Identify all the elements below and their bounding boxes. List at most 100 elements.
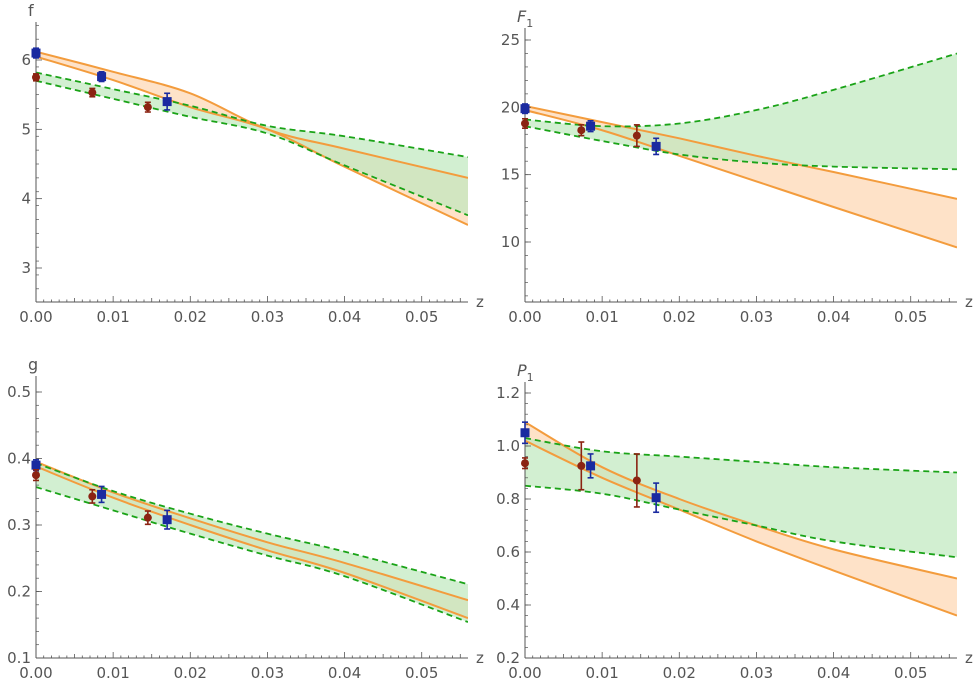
x-tick-label: 0.05	[894, 664, 927, 682]
square-data-point	[586, 120, 596, 133]
square-data-point	[31, 459, 41, 472]
y-tick-label: 20	[501, 98, 520, 116]
green-band-upper-line	[36, 462, 468, 586]
circle-data-point	[88, 488, 97, 504]
bands	[525, 52, 957, 249]
x-tick-label: 0.05	[405, 308, 438, 326]
orange-band-upper-line	[525, 421, 957, 580]
y-tick-label: 10	[501, 233, 520, 251]
y-tick-label: 1.2	[496, 384, 520, 402]
circle-data-point	[632, 124, 641, 148]
orange-band-upper-line	[525, 105, 957, 200]
x-tick-label: 0.02	[663, 664, 696, 682]
y-tick-label: 0.3	[7, 516, 31, 534]
x-tick-label: 0.05	[894, 308, 927, 326]
circle-data-point	[521, 117, 529, 130]
x-tick-label: 0.02	[174, 308, 207, 326]
y-tick-label: 1.0	[496, 437, 520, 455]
circle-data-point	[521, 457, 529, 470]
y-tick-label: 0.4	[7, 450, 31, 468]
x-tick-label: 0.02	[663, 308, 696, 326]
square-data-point	[162, 509, 172, 530]
circle-data-point	[143, 101, 152, 113]
x-tick-label: 0.03	[740, 308, 773, 326]
x-tick-label: 0.04	[817, 308, 850, 326]
y-tick-label: 4	[21, 190, 31, 208]
green-band-fill	[525, 438, 957, 558]
data-points	[520, 103, 661, 156]
panel-P1: 0.00 0.01 0.02 0.03 0.04 0.05 z 0.2 0.4 0.6 0.8 1.0…	[496, 361, 973, 682]
green-band-upper-line	[525, 52, 957, 128]
orange-band-upper-line	[36, 50, 468, 179]
green-band-lower-line	[525, 125, 957, 171]
x-tick-label: 0.00	[19, 664, 52, 682]
circle-data-point	[577, 441, 586, 491]
orange-band-upper-line	[36, 460, 468, 602]
green-band-upper-line	[36, 71, 468, 158]
data-points	[31, 47, 172, 113]
y-tick-label: 0.4	[496, 596, 520, 614]
x-tick-label: 0.04	[328, 308, 361, 326]
y-tick-label: 0.6	[496, 543, 520, 561]
y-tick-label: 3	[21, 259, 31, 277]
x-tick-label: 0.01	[96, 308, 129, 326]
panel-f: 0.00 0.01 0.02 0.03 0.04 0.05 z 3 4 5 6 f	[19, 1, 484, 326]
square-data-point	[31, 47, 41, 59]
x-tick-label: 0.03	[251, 664, 284, 682]
y-tick-label: 0.2	[496, 649, 520, 667]
square-data-point	[520, 103, 530, 115]
orange-band-lower-line	[36, 465, 468, 620]
bands	[36, 460, 468, 623]
square-data-point	[651, 482, 661, 514]
green-band-lower-line	[36, 486, 468, 623]
x-tick-label: 0.03	[251, 308, 284, 326]
x-tick-label: 0.01	[96, 664, 129, 682]
circle-data-point	[88, 87, 97, 98]
orange-band-lower-line	[36, 55, 468, 226]
y-tick-label: 6	[21, 51, 31, 69]
x-tick-label: 0.01	[585, 308, 618, 326]
panel-g: 0.00 0.01 0.02 0.03 0.04 0.05 z 0.1 0.2 0.3 0.4 0.5…	[7, 355, 484, 682]
x-tick-label: 0.04	[328, 664, 361, 682]
square-data-point	[651, 137, 661, 156]
green-band-lower-line	[36, 79, 468, 217]
y-tick-label: 0.5	[7, 383, 31, 401]
x-axis-label: z	[476, 293, 484, 311]
x-axis-label: z	[965, 649, 973, 667]
data-points	[31, 459, 172, 530]
x-tick-label: 0.04	[817, 664, 850, 682]
y-tick-label: 25	[501, 31, 520, 49]
circle-data-point	[143, 510, 152, 526]
circle-data-point	[32, 73, 40, 82]
x-tick-label: 0.01	[585, 664, 618, 682]
x-tick-label: 0.00	[508, 664, 541, 682]
green-band-lower-line	[525, 484, 957, 559]
square-data-point	[97, 70, 107, 83]
bands	[36, 50, 468, 226]
y-tick-label: 5	[21, 120, 31, 138]
orange-band-fill	[525, 422, 957, 616]
x-tick-label: 0.05	[405, 664, 438, 682]
bands	[525, 421, 957, 617]
x-tick-label: 0.03	[740, 664, 773, 682]
square-data-point	[162, 92, 172, 111]
circle-data-point	[32, 469, 40, 482]
y-tick-label: 15	[501, 166, 520, 184]
circle-data-point	[577, 124, 586, 137]
square-data-point	[520, 421, 530, 445]
y-tick-label: 0.1	[7, 649, 31, 667]
y-axis-label: F1	[517, 7, 533, 30]
square-data-point	[97, 485, 107, 504]
y-axis-label: P1	[517, 361, 534, 384]
y-axis-label: g	[28, 355, 38, 374]
square-data-point	[586, 453, 596, 479]
x-tick-label: 0.02	[174, 664, 207, 682]
x-axis-label: z	[476, 649, 484, 667]
y-tick-label: 0.2	[7, 583, 31, 601]
green-band-fill	[36, 72, 468, 216]
data-points	[520, 421, 661, 514]
orange-band-lower-line	[525, 439, 957, 617]
x-axis-label: z	[965, 293, 973, 311]
